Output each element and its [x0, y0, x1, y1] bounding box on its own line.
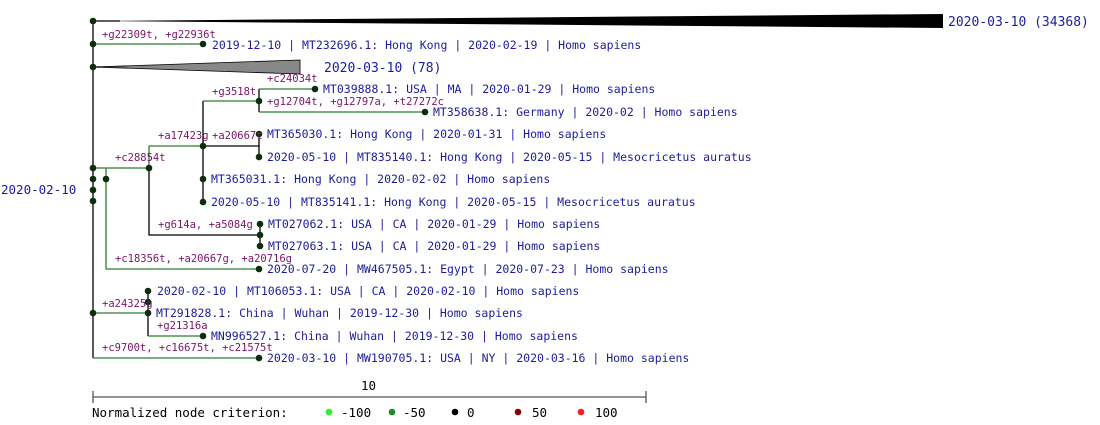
tree-node[interactable]	[89, 40, 97, 48]
leaf-label-mw467505[interactable]: 2020-07-20 | MW467505.1: Egypt | 2020-07…	[267, 262, 669, 276]
tree-node[interactable]	[145, 164, 153, 172]
mutation-label: +c24034t	[267, 73, 318, 85]
leaf-label-mt106053[interactable]: 2020-02-10 | MT106053.1: USA | CA | 2020…	[157, 284, 579, 298]
tree-node[interactable]	[89, 175, 97, 183]
tree-node[interactable]	[199, 332, 207, 340]
scale-bar-value: 10	[361, 378, 376, 393]
leaf-label-mt358638[interactable]: MT358638.1: Germany | 2020-02 | Homo sap…	[433, 105, 738, 119]
mutation-label: +a24325g	[102, 298, 153, 310]
tree-node[interactable]	[89, 186, 97, 194]
leaf-label-mt365031[interactable]: MT365031.1: Hong Kong | 2020-02-02 | Hom…	[211, 172, 550, 186]
mutation-label: +c18356t, +a20667g, +a20716g	[115, 253, 292, 265]
tree-node[interactable]	[255, 97, 263, 105]
legend-label-pos100: 100	[595, 405, 618, 420]
collapsed-clade-34368[interactable]	[93, 14, 943, 28]
legend-swatch-zero	[451, 408, 459, 416]
tree-node[interactable]	[255, 354, 263, 362]
tree-node[interactable]	[256, 242, 264, 250]
leaf-label-mt039888[interactable]: MT039888.1: USA | MA | 2020-01-29 | Homo…	[323, 82, 655, 96]
scale-bar-line	[92, 391, 647, 403]
tree-node[interactable]	[256, 220, 264, 228]
mutation-label: +g614a, +a5084g	[158, 219, 253, 231]
collapsed-clade-78[interactable]	[92, 59, 301, 75]
mutation-label: +a20667t	[212, 130, 263, 142]
tree-node[interactable]	[144, 298, 152, 306]
leaf-label-mt027062[interactable]: MT027062.1: USA | CA | 2020-01-29 | Homo…	[268, 217, 600, 231]
collapsed-clade-label-78: 2020-03-10 (78)	[324, 61, 441, 76]
collapsed-clade-label-34368: 2020-03-10 (34368)	[948, 15, 1089, 30]
legend-label-pos50: 50	[532, 405, 547, 420]
tree-node[interactable]	[199, 142, 207, 150]
mutation-label: +g22309t, +g22936t	[102, 29, 216, 41]
mutation-label: +g12704t, +g12797a, +t27272c	[267, 96, 444, 108]
tree-node[interactable]	[255, 265, 263, 273]
mutation-label: +g21316a	[157, 320, 208, 332]
branch-a20667t	[203, 134, 260, 157]
leaf-label-mt291828[interactable]: MT291828.1: China | Wuhan | 2019-12-30 |…	[156, 306, 523, 320]
leaf-label-mt027063[interactable]: MT027063.1: USA | CA | 2020-01-29 | Homo…	[268, 239, 600, 253]
tree-node[interactable]	[199, 175, 207, 183]
leaf-label-mt232696[interactable]: 2019-12-10 | MT232696.1: Hong Kong | 202…	[212, 38, 641, 52]
scale-bar	[92, 391, 647, 403]
leaf-label-mw190705[interactable]: 2020-03-10 | MW190705.1: USA | NY | 2020…	[267, 351, 689, 365]
tree-node[interactable]	[89, 63, 97, 71]
tree-node[interactable]	[256, 231, 264, 239]
mutation-label: +g3518t	[212, 86, 256, 98]
legend-label-neg100: -100	[341, 405, 371, 420]
leaf-label-mn996527[interactable]: MN996527.1: China | Wuhan | 2019-12-30 |…	[211, 329, 578, 343]
legend-swatch-neg50	[388, 408, 396, 416]
mutation-label: +c9700t, +c16675t, +c21575t	[102, 342, 273, 354]
root-date-label: 2020-02-10	[1, 182, 76, 197]
branch-c18356t	[105, 168, 259, 270]
legend-label-zero: 0	[467, 405, 475, 420]
mutation-label: +a17423g	[158, 130, 209, 142]
leaf-label-mt835140[interactable]: 2020-05-10 | MT835140.1: Hong Kong | 202…	[267, 150, 752, 164]
legend-swatch-pos100	[577, 408, 585, 416]
tree-node[interactable]	[199, 198, 207, 206]
branch-a17423g	[148, 145, 203, 168]
tree-node[interactable]	[199, 40, 207, 48]
tree-node[interactable]	[144, 309, 152, 317]
tree-node[interactable]	[89, 309, 97, 317]
tree-nodes	[89, 17, 429, 362]
tree-node[interactable]	[255, 153, 263, 161]
tree-node[interactable]	[89, 17, 97, 25]
tree-node[interactable]	[89, 164, 97, 172]
leaf-label-mt365030[interactable]: MT365030.1: Hong Kong | 2020-01-31 | Hom…	[267, 127, 606, 141]
legend-title: Normalized node criterion:	[92, 405, 288, 420]
tree-node[interactable]	[311, 85, 319, 93]
legend-swatch-neg100	[325, 408, 333, 416]
legend-label-neg50: -50	[403, 405, 426, 420]
tree-node[interactable]	[144, 287, 152, 295]
node-149-vertical	[148, 168, 260, 236]
tree-node[interactable]	[102, 175, 110, 183]
legend-swatch-pos50	[514, 408, 522, 416]
tree-node[interactable]	[255, 130, 263, 138]
tree-node[interactable]	[421, 108, 429, 116]
tree-node[interactable]	[89, 197, 97, 205]
leaf-label-mt835141[interactable]: 2020-05-10 | MT835141.1: Hong Kong | 202…	[211, 195, 696, 209]
mutation-label: +c28854t	[115, 152, 166, 164]
